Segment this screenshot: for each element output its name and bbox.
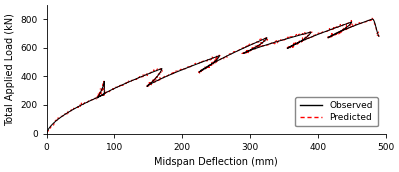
Y-axis label: Total Applied Load (kN): Total Applied Load (kN) <box>5 13 15 126</box>
Legend: Observed, Predicted: Observed, Predicted <box>295 97 377 126</box>
X-axis label: Midspan Deflection (mm): Midspan Deflection (mm) <box>154 157 278 167</box>
